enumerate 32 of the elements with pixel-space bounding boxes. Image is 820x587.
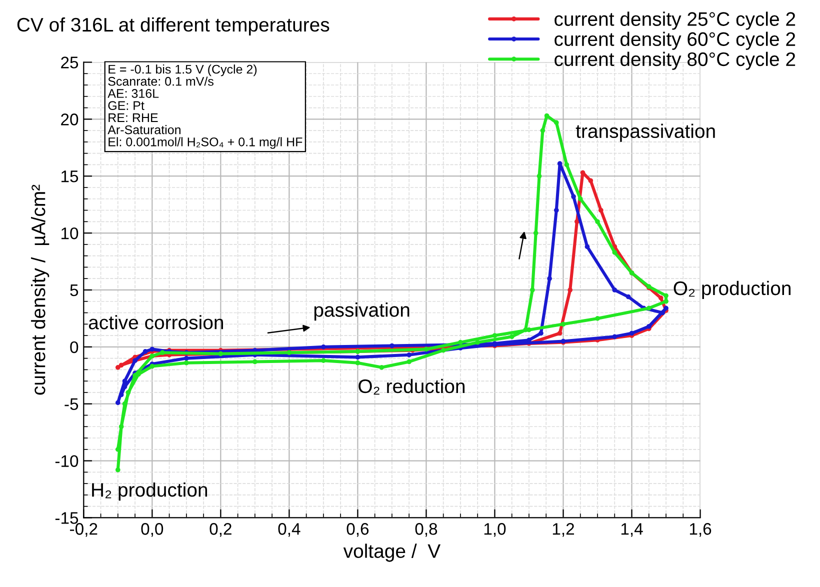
x-tick-label: 0,4 — [278, 523, 300, 537]
y-tick-label: -5 — [64, 398, 78, 410]
annotation: active corrosion — [88, 315, 223, 330]
y-tick-label: -15 — [55, 512, 78, 524]
x-tick-label: 1,0 — [484, 523, 506, 537]
x-axis-title: voltage / V — [343, 544, 441, 562]
y-tick-label: 15 — [62, 170, 78, 182]
annotation: passivation — [314, 302, 410, 321]
legend-label: current density 25°C cycle 2 — [554, 12, 796, 30]
legend-label: current density 60°C cycle 2 — [554, 32, 796, 50]
legend-label: current density 80°C cycle 2 — [554, 52, 796, 70]
y-tick-label: 10 — [62, 227, 78, 240]
y-tick-label: 20 — [61, 114, 78, 126]
annotation: O₂ reduction — [358, 378, 465, 395]
annotation: transpassivation — [576, 124, 715, 142]
y-tick-label: 5 — [70, 284, 78, 296]
chart-title: CV of 316L at different temperatures — [17, 17, 330, 36]
x-tick-label: 0,0 — [141, 523, 164, 537]
annotation: O₂ production — [674, 280, 790, 300]
y-tick-label: 0 — [70, 341, 78, 354]
x-tick-label: 0,2 — [210, 523, 232, 537]
annotation: E = -0.1 bis 1.5 V (Cycle 2) Scanrate: 0.1 mV/s AE: 316L GE: Pt RE: RHE Ar-Saturation El: 0.001mol/l H₂SO₄ + 0.1 mg/l HF — [108, 64, 302, 149]
x-tick-label: 1,6 — [690, 523, 712, 537]
x-tick-label: 0,8 — [415, 523, 438, 537]
annotation: H₂ production — [92, 482, 208, 501]
x-tick-label: 0,6 — [346, 523, 369, 537]
y-tick-label: -10 — [55, 455, 78, 467]
x-tick-label: 1,4 — [621, 523, 643, 537]
y-axis-title: current density / µA/cm² — [31, 184, 50, 395]
y-tick-label: 25 — [61, 56, 78, 68]
x-tick-label: 1,2 — [552, 523, 574, 537]
x-tick-label: -0,2 — [70, 523, 98, 537]
